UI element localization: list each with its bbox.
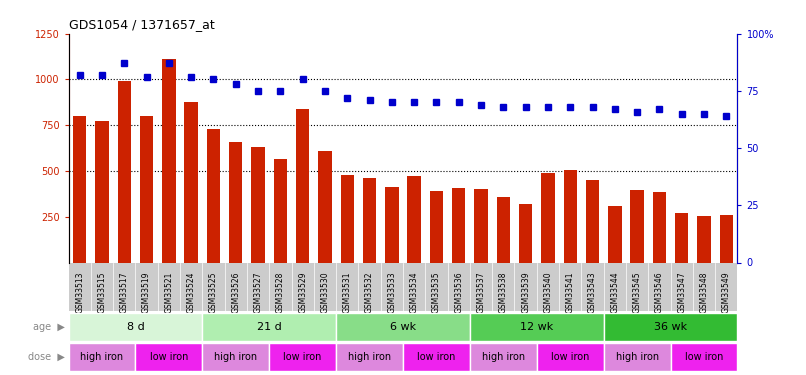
Text: 21 d: 21 d [257,322,281,332]
Text: low iron: low iron [418,352,455,362]
Text: dose  ▶: dose ▶ [27,352,64,362]
Bar [185,102,197,262]
Text: low iron: low iron [284,352,322,362]
Bar [296,109,310,262]
Bar [519,204,532,262]
Bar [609,206,621,262]
Bar [720,215,733,262]
Bar [537,343,604,371]
Bar [202,313,336,341]
Bar [118,81,131,262]
Bar [95,121,109,262]
Bar [336,313,470,341]
Bar [586,180,599,262]
Bar [542,173,555,262]
Bar [653,192,666,262]
Bar [470,343,537,371]
Bar [671,343,737,371]
Bar [604,313,737,341]
Bar [452,188,465,262]
Bar [162,59,176,262]
Bar [269,343,336,371]
Text: high iron: high iron [81,352,123,362]
Text: 36 wk: 36 wk [654,322,688,332]
Text: 8 d: 8 d [127,322,144,332]
Bar [496,196,510,262]
Text: high iron: high iron [348,352,391,362]
Bar [140,116,153,262]
Bar [697,216,711,262]
Text: low iron: low iron [150,352,188,362]
Bar [403,343,470,371]
Bar [341,175,354,262]
Bar [336,343,403,371]
Bar [202,343,269,371]
Text: GDS1054 / 1371657_at: GDS1054 / 1371657_at [69,18,214,31]
Text: age  ▶: age ▶ [32,322,64,332]
Bar [363,178,376,262]
Bar [385,186,398,262]
Text: 6 wk: 6 wk [390,322,416,332]
Bar [408,177,421,262]
Text: high iron: high iron [214,352,257,362]
Bar [251,147,264,262]
Bar [73,116,86,262]
Bar [604,343,671,371]
Bar [675,213,688,262]
Bar [318,151,331,262]
Bar [69,343,135,371]
Bar [69,313,202,341]
Text: low iron: low iron [551,352,589,362]
Bar [207,129,220,262]
Text: low iron: low iron [685,352,723,362]
Text: high iron: high iron [616,352,659,362]
Bar [563,170,577,262]
Bar [430,191,443,262]
Bar [630,190,644,262]
Bar [475,189,488,262]
Bar [470,313,604,341]
Text: 12 wk: 12 wk [520,322,554,332]
Bar [274,159,287,262]
Text: high iron: high iron [482,352,525,362]
Bar [229,142,243,262]
Bar [135,343,202,371]
